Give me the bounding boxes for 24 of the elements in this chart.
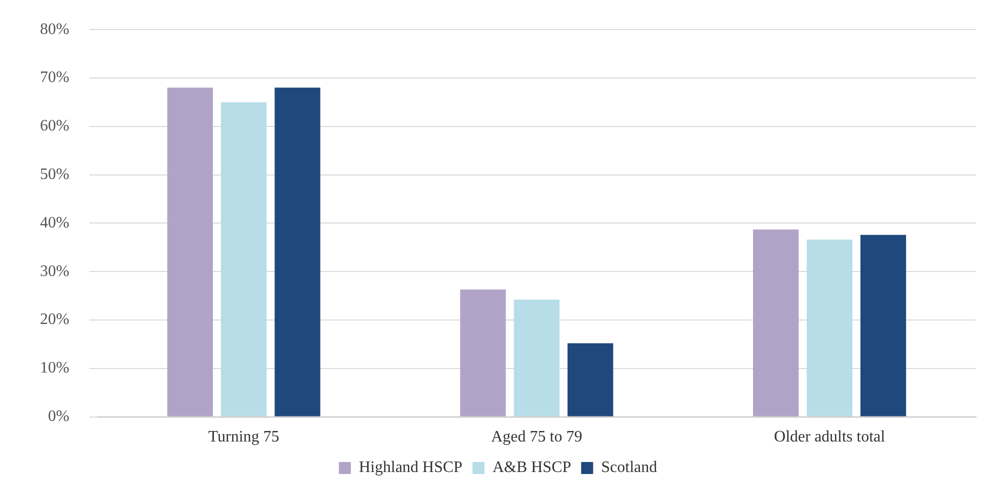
x-tick-label: Aged 75 to 79: [491, 428, 582, 446]
legend-label: Scotland: [601, 459, 658, 476]
y-tick-label: 30%: [40, 262, 70, 280]
bar: [806, 240, 852, 416]
legend-label: Highland HSCP: [358, 459, 463, 476]
y-tick-label: 80%: [40, 20, 70, 38]
y-tick-label: 40%: [40, 214, 70, 232]
bar: [220, 102, 267, 416]
legend-label: A&B HSCP: [492, 459, 572, 476]
y-tick-label: 10%: [40, 360, 70, 377]
bar: [460, 290, 506, 416]
x-tick-label: Older adults total: [774, 428, 886, 446]
bar: [860, 234, 906, 416]
bar: [753, 229, 799, 416]
y-tick-label: 0%: [48, 408, 70, 426]
bar: [167, 88, 213, 416]
bar: [568, 343, 614, 416]
y-tick-label: 70%: [40, 69, 70, 86]
x-tick-label: Turning 75: [208, 428, 280, 446]
bar: [514, 300, 560, 416]
bar: [274, 88, 320, 416]
y-tick-label: 50%: [40, 166, 70, 184]
y-tick-label: 60%: [40, 118, 70, 135]
y-tick-label: 20%: [40, 311, 70, 328]
